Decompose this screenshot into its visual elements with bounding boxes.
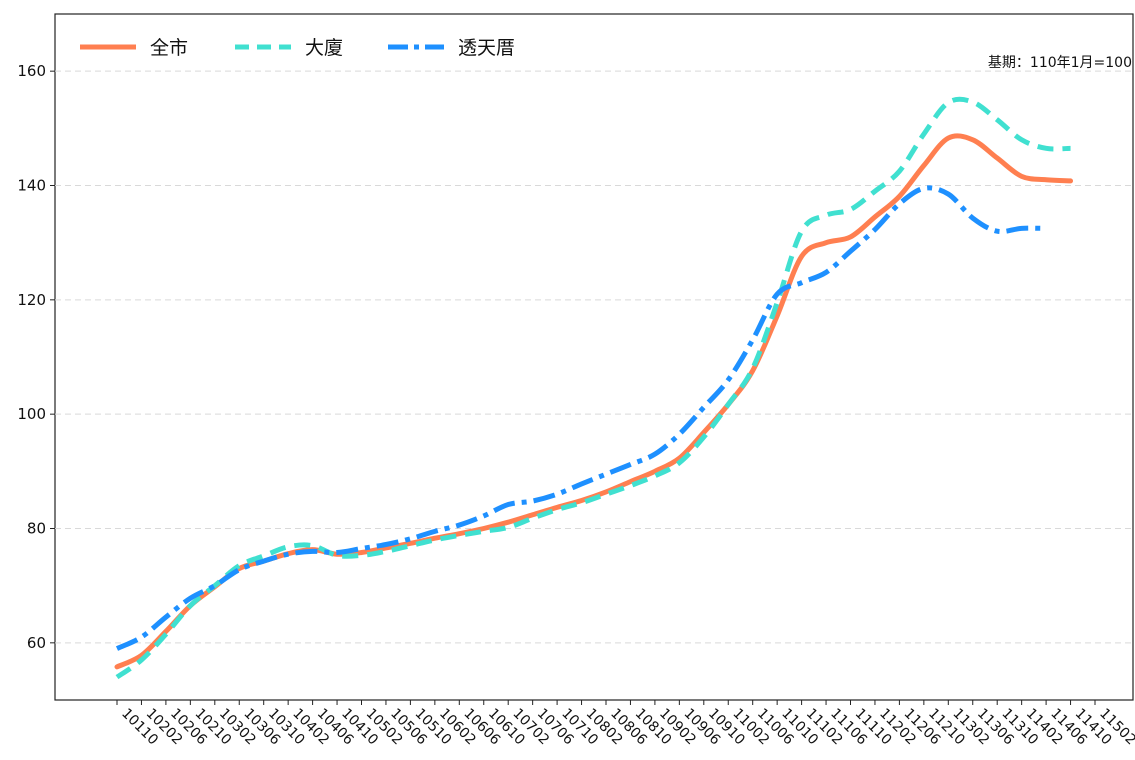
legend: 全市 大廈 透天厝 bbox=[80, 37, 515, 59]
legend-label: 大廈 bbox=[305, 37, 343, 59]
series-line-1 bbox=[115, 96, 1071, 680]
grid-lines bbox=[55, 70, 1133, 644]
legend-label: 全市 bbox=[150, 37, 188, 59]
legend-label: 透天厝 bbox=[458, 37, 515, 59]
base-period-annotation: 基期：110年1月=100 bbox=[988, 54, 1132, 71]
y-tick-label: 100 bbox=[17, 405, 46, 423]
y-axis-ticks: 60 80 100 120 140 160 bbox=[17, 62, 55, 652]
series-line-2 bbox=[115, 185, 1047, 651]
y-tick-label: 140 bbox=[17, 177, 46, 195]
plot-frame bbox=[54, 13, 1134, 701]
series-lines bbox=[114, 96, 1074, 680]
y-tick-label: 160 bbox=[17, 62, 46, 80]
y-tick-label: 120 bbox=[17, 291, 46, 309]
series-line-0 bbox=[114, 133, 1074, 670]
x-axis-ticks: 1011010202102061021010302103061031010402… bbox=[116, 700, 1135, 748]
y-tick-label: 80 bbox=[27, 520, 46, 538]
y-tick-label: 60 bbox=[27, 634, 46, 652]
